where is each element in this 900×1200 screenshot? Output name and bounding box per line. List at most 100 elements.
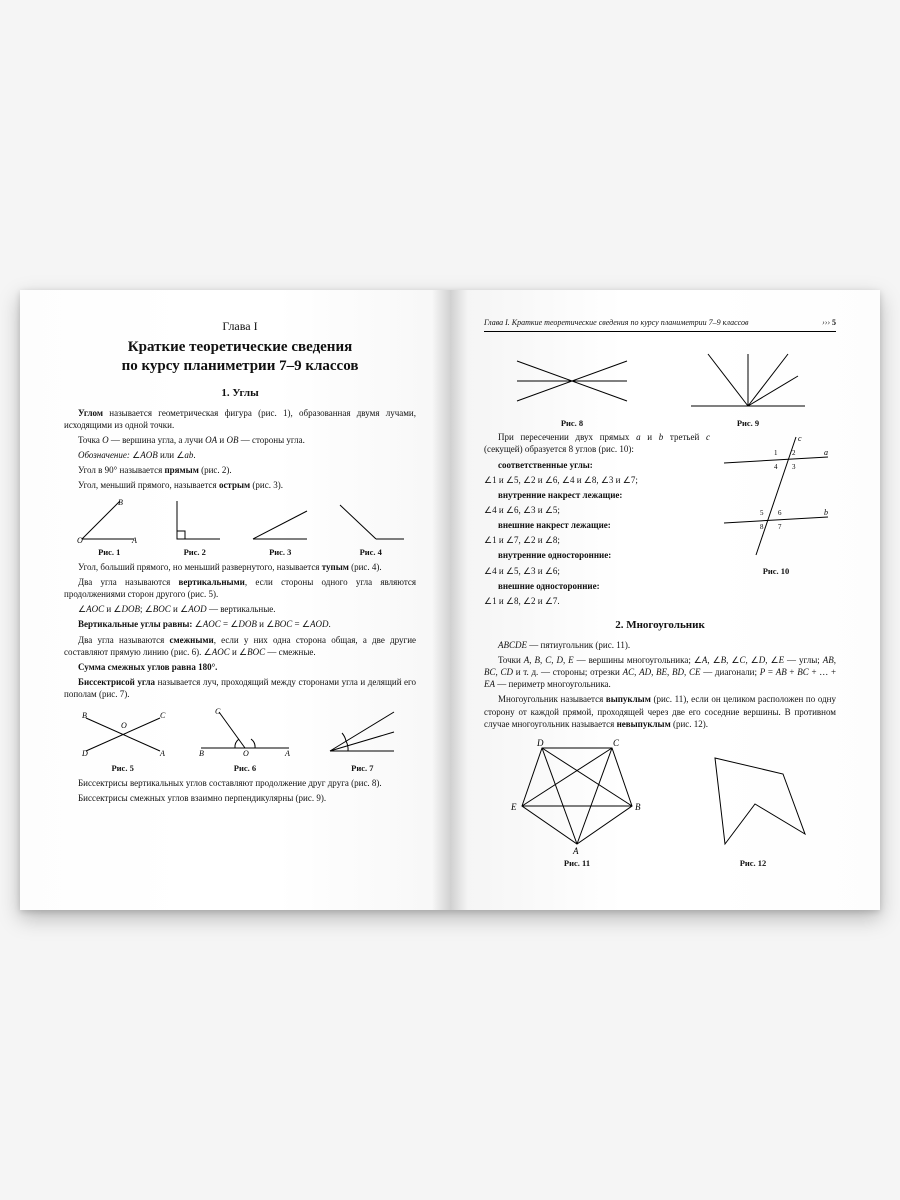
- fig8-label: Рис. 8: [507, 418, 637, 429]
- angles-co-interior-title: внутренние односторонние:: [484, 549, 710, 561]
- obtuse-angle-icon: [336, 497, 406, 545]
- fig5-label: Рис. 5: [78, 763, 168, 774]
- vertical-angles-icon: B C D A O: [78, 706, 168, 761]
- para-polygon-parts: Точки A, B, C, D, E — вершины многоуголь…: [484, 654, 836, 690]
- svg-text:A: A: [284, 749, 290, 758]
- svg-text:3: 3: [792, 463, 796, 471]
- angles-co-exterior: ∠1 и ∠8, ∠2 и ∠7.: [484, 595, 710, 607]
- section-1-title: 1. Углы: [64, 386, 416, 401]
- adjacent-angles-icon: B O A C: [195, 706, 295, 761]
- para-bisector-adjacent: Биссектрисы смежных углов взаимно перпен…: [64, 792, 416, 804]
- para-bisector: Биссектрисой угла называется луч, проход…: [64, 676, 416, 700]
- svg-text:O: O: [243, 749, 249, 758]
- para-adjacent-sum: Сумма смежных углов равна 180°.: [64, 661, 416, 673]
- para-angle-def: Углом называется геометрическая фигура (…: [64, 407, 416, 431]
- svg-text:B: B: [118, 498, 123, 507]
- figure-9: Рис. 9: [683, 346, 813, 429]
- acute-angle-icon: [245, 497, 315, 545]
- svg-text:6: 6: [778, 509, 782, 517]
- angles-corresponding: ∠1 и ∠5, ∠2 и ∠6, ∠4 и ∠8, ∠3 и ∠7;: [484, 474, 710, 486]
- svg-text:4: 4: [774, 463, 778, 471]
- svg-text:D: D: [81, 749, 88, 758]
- svg-text:C: C: [160, 711, 166, 720]
- para-acute: Угол, меньший прямого, называется острым…: [64, 479, 416, 491]
- left-page: Глава I Краткие теоретические сведения п…: [20, 290, 450, 910]
- chapter-title-line1: Краткие теоретические сведения: [128, 339, 352, 355]
- svg-text:A: A: [572, 846, 579, 856]
- figure-11: D C B A E Рис. 11: [507, 736, 647, 869]
- svg-text:b: b: [824, 508, 828, 517]
- para-vertical-equal: Вертикальные углы равны: ∠AOC = ∠DOB и ∠…: [64, 618, 416, 630]
- right-angle-icon: [165, 497, 225, 545]
- bisectors-vertical-icon: [507, 346, 637, 416]
- convex-pentagon-icon: D C B A E: [507, 736, 647, 856]
- transversal-text: При пересечении двух прямых a и b третье…: [484, 431, 710, 610]
- fig3-label: Рис. 3: [245, 547, 315, 558]
- para-right-angle: Угол в 90° называется прямым (рис. 2).: [64, 464, 416, 476]
- figure-4: Рис. 4: [336, 497, 406, 558]
- svg-text:1: 1: [774, 449, 778, 457]
- para-bisector-vertical: Биссектрисы вертикальных углов составляю…: [64, 777, 416, 789]
- svg-text:2: 2: [792, 449, 796, 457]
- para-vertical-list: ∠AOC и ∠DOB; ∠BOC и ∠AOD — вертикальные.: [64, 603, 416, 615]
- chapter-title: Краткие теоретические сведения по курсу …: [64, 338, 416, 376]
- svg-text:C: C: [215, 707, 221, 716]
- fig10-label: Рис. 10: [716, 566, 836, 577]
- transversal-diagram-icon: a b c 12 34 56 78: [716, 431, 836, 561]
- svg-text:A: A: [131, 536, 137, 545]
- figure-6: B O A C Рис. 6: [195, 706, 295, 774]
- svg-text:5: 5: [760, 509, 764, 517]
- concave-polygon-icon: [693, 746, 813, 856]
- figure-2: Рис. 2: [165, 497, 225, 558]
- angles-alt-exterior: ∠1 и ∠7, ∠2 и ∠8;: [484, 534, 710, 546]
- fig4-label: Рис. 4: [336, 547, 406, 558]
- right-page: Глава I. Краткие теоретические сведения …: [450, 290, 880, 910]
- fig7-label: Рис. 7: [322, 763, 402, 774]
- fig11-label: Рис. 11: [507, 858, 647, 869]
- figure-row-4: D C B A E Рис. 11 Рис. 12: [484, 736, 836, 869]
- angles-alt-interior-title: внутренние накрест лежащие:: [484, 489, 710, 501]
- running-head: Глава I. Краткие теоретические сведения …: [484, 318, 836, 332]
- para-transversal: При пересечении двух прямых a и b третье…: [484, 431, 710, 455]
- svg-text:c: c: [798, 434, 802, 443]
- bisectors-adjacent-icon: [683, 346, 813, 416]
- page-number: 5: [832, 318, 836, 327]
- fig2-label: Рис. 2: [165, 547, 225, 558]
- svg-text:C: C: [613, 738, 620, 748]
- figure-3: Рис. 3: [245, 497, 315, 558]
- para-vertical: Два угла называются вертикальными, если …: [64, 576, 416, 600]
- svg-text:B: B: [635, 802, 641, 812]
- svg-text:a: a: [824, 448, 828, 457]
- para-adjacent: Два угла называются смежными, если у них…: [64, 634, 416, 658]
- svg-text:7: 7: [778, 523, 782, 531]
- svg-text:B: B: [199, 749, 204, 758]
- angles-alt-interior: ∠4 и ∠6, ∠3 и ∠5;: [484, 504, 710, 516]
- fig1-label: Рис. 1: [74, 547, 144, 558]
- figure-12: Рис. 12: [693, 746, 813, 869]
- svg-text:B: B: [82, 711, 87, 720]
- section-2-title: 2. Многоугольник: [484, 618, 836, 633]
- figure-7: Рис. 7: [322, 706, 402, 774]
- running-head-text: Глава I. Краткие теоретические сведения …: [484, 318, 748, 329]
- angles-co-exterior-title: внешние односторонние:: [484, 580, 710, 592]
- figure-1: O A B Рис. 1: [74, 497, 144, 558]
- figure-row-1: O A B Рис. 1 Рис. 2 Рис. 3: [64, 497, 416, 558]
- figure-row-2: B C D A O Рис. 5 B O A C: [64, 706, 416, 774]
- para-pentagon: ABCDE — пятиугольник (рис. 11).: [484, 639, 836, 651]
- fig12-label: Рис. 12: [693, 858, 813, 869]
- angles-alt-exterior-title: внешние накрест лежащие:: [484, 519, 710, 531]
- angle-diagram-icon: O A B: [74, 497, 144, 545]
- figure-row-3: Рис. 8 Рис. 9: [484, 346, 836, 429]
- para-convex: Многоугольник называется выпуклым (рис. …: [484, 693, 836, 729]
- svg-text:O: O: [121, 721, 127, 730]
- transversal-block: При пересечении двух прямых a и b третье…: [484, 431, 836, 610]
- svg-text:E: E: [510, 802, 517, 812]
- fig6-label: Рис. 6: [195, 763, 295, 774]
- open-book: Глава I Краткие теоретические сведения п…: [20, 290, 880, 910]
- chapter-number: Глава I: [64, 318, 416, 334]
- svg-text:A: A: [159, 749, 165, 758]
- svg-text:D: D: [536, 738, 544, 748]
- figure-5: B C D A O Рис. 5: [78, 706, 168, 774]
- figure-8: Рис. 8: [507, 346, 637, 429]
- angles-co-interior: ∠4 и ∠5, ∠3 и ∠6;: [484, 565, 710, 577]
